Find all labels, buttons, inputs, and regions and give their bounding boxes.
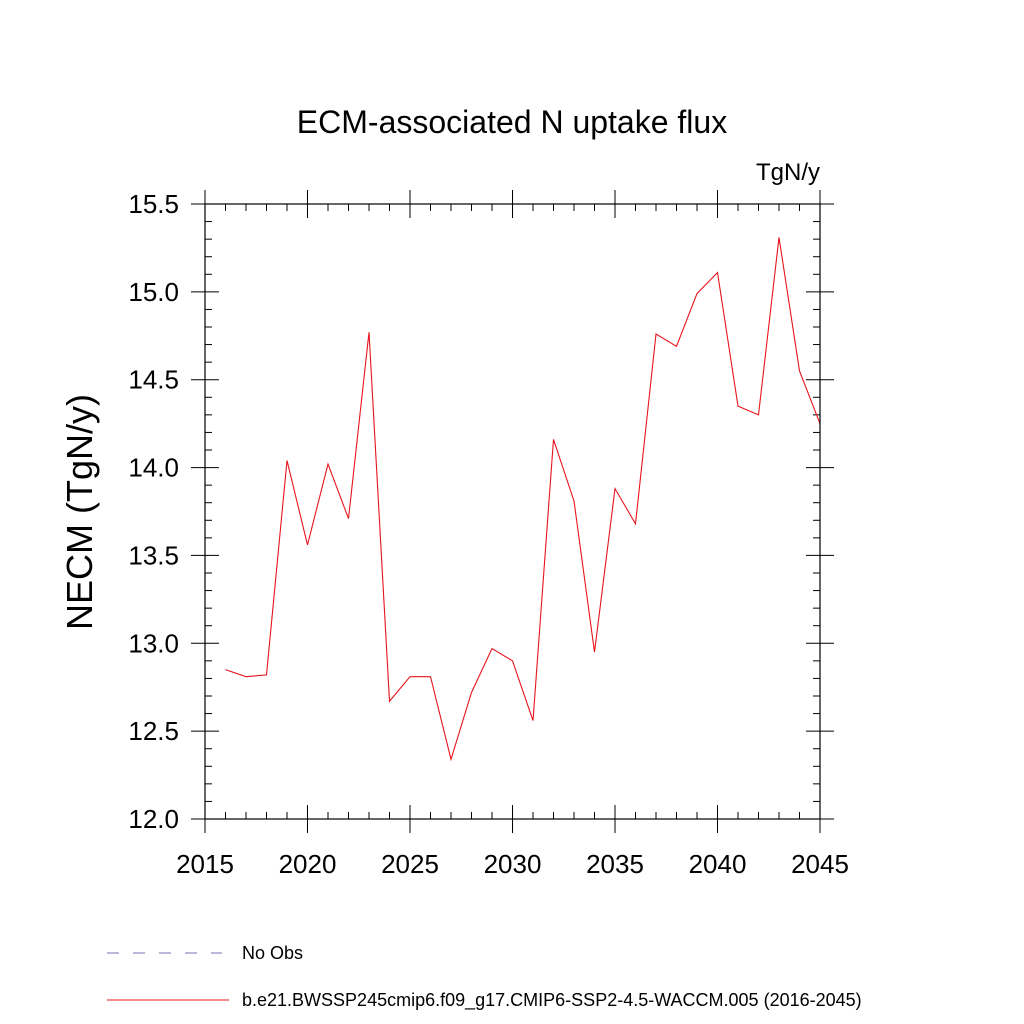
units-label: TgN/y — [756, 159, 820, 186]
y-tick-label: 14.5 — [128, 365, 179, 395]
x-tick-label: 2025 — [381, 849, 439, 879]
y-tick-label: 13.5 — [128, 540, 179, 570]
y-tick-label: 15.5 — [128, 189, 179, 219]
legend-label-model-run: b.e21.BWSSP245cmip6.f09_g17.CMIP6-SSP2-4… — [242, 990, 862, 1011]
tick-labels: 12.0 12.5 13.0 13.5 14.0 14.5 15.0 15.5 2015 2020… — [128, 189, 849, 879]
x-tick-label: 2045 — [791, 849, 849, 879]
x-tick-label: 2040 — [689, 849, 747, 879]
y-tick-label: 13.0 — [128, 628, 179, 658]
y-tick-label: 12.0 — [128, 804, 179, 834]
legend-label-no-obs: No Obs — [242, 943, 303, 963]
y-axis-label: NECM (TgN/y) — [59, 394, 100, 630]
x-tick-label: 2020 — [279, 849, 337, 879]
x-tick-label: 2035 — [586, 849, 644, 879]
series-layer — [225, 237, 821, 762]
series-line-0 — [225, 237, 821, 762]
chart-title: ECM-associated N uptake flux — [297, 104, 727, 140]
axis-ticks — [191, 190, 834, 833]
x-tick-label: 2030 — [484, 849, 542, 879]
y-tick-label: 15.0 — [128, 277, 179, 307]
x-tick-label: 2015 — [176, 849, 234, 879]
y-tick-label: 14.0 — [128, 453, 179, 483]
legend: No Obs b.e21.BWSSP245cmip6.f09_g17.CMIP6… — [107, 943, 862, 1011]
y-tick-label: 12.5 — [128, 716, 179, 746]
plot-frame — [204, 203, 821, 820]
